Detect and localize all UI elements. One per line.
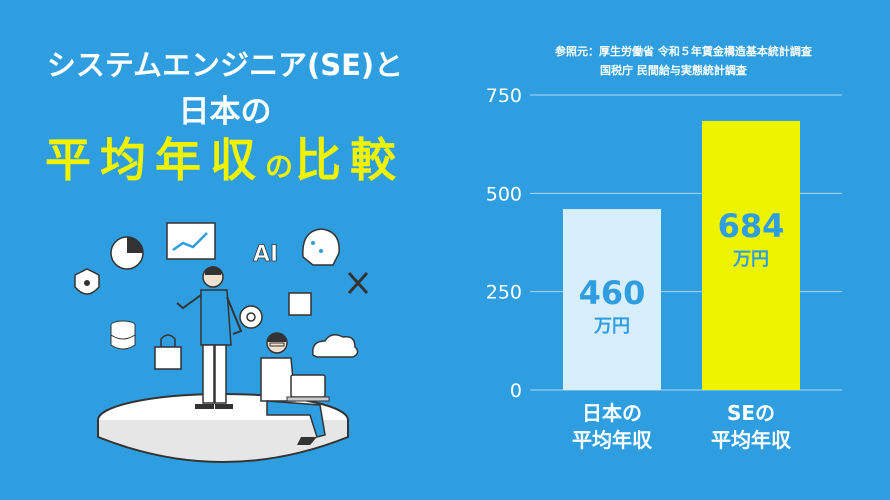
engineer-illustration: AI (74, 222, 369, 463)
padlock-icon (154, 334, 182, 370)
title-line-1: システムエンジニア(SE)と (46, 48, 404, 82)
sitting-person-figure (260, 332, 330, 445)
platform-side (97, 420, 349, 463)
cpu-chip-icon (288, 292, 312, 316)
title-line-3-part-c: 比較 (295, 133, 405, 187)
title-line-3: 平均年収の比較 (0, 124, 450, 190)
bar-2 (702, 120, 800, 391)
category-label-2-line-2: 平均年収 (711, 428, 792, 452)
y-tick-label-250: 250 (486, 282, 522, 304)
title-line-2: 日本の (178, 94, 272, 130)
title-line-3-part-a: 平均年収 (44, 133, 265, 187)
database-icon (110, 320, 136, 350)
gear-icon (239, 305, 263, 329)
cloud-icon (312, 334, 359, 358)
unit-label-1: 万円 (593, 316, 630, 337)
ai-icon-text: AI (253, 242, 278, 267)
y-tick-label-750: 750 (486, 85, 522, 107)
title-line-3-part-b: の (264, 150, 295, 183)
pie-chart-icon (110, 236, 144, 270)
source-line-1: 参照元：厚生労働省 令和５年賃金構造基本統計調査 (555, 45, 812, 58)
trend-chart-icon (166, 222, 216, 260)
category-label-2-line-1: SEの (727, 401, 775, 425)
bar-layer (563, 120, 800, 391)
category-label-1-line-1: 日本の (582, 401, 642, 425)
unit-label-2: 万円 (732, 249, 769, 270)
y-tick-label-500: 500 (486, 183, 522, 205)
source-line-2: 国税庁 民間給与実態統計調査 (600, 64, 747, 77)
standing-person-figure (176, 266, 243, 409)
bar-1 (563, 209, 661, 390)
grid-layer: 0 250 500 750 (486, 85, 842, 402)
value-label-1: 460 (579, 274, 646, 312)
shield-lock-icon (74, 268, 100, 295)
category-label-1-line-2: 平均年収 (572, 428, 653, 452)
y-tick-label-0: 0 (510, 380, 522, 402)
value-label-2: 684 (718, 207, 785, 245)
tools-icon (347, 271, 369, 295)
ai-head-icon (302, 228, 340, 266)
